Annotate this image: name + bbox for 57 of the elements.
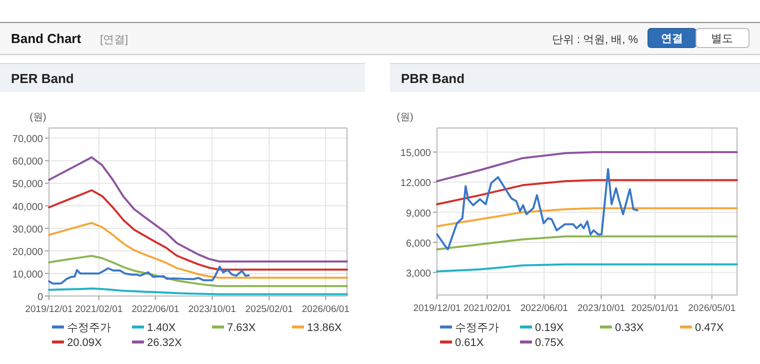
legend-label: 26.32X <box>147 337 183 349</box>
line-series <box>48 156 348 262</box>
x-tick-label: 2022/06/01 <box>132 304 180 315</box>
y-tick-label: 30,000 <box>12 224 44 236</box>
y-tick-label: 12,000 <box>400 178 432 190</box>
x-tick-label: 2025/01/01 <box>631 303 679 314</box>
line-series <box>436 235 738 250</box>
x-tick-label: 2023/10/01 <box>577 303 626 314</box>
y-tick-label: 3,000 <box>406 268 432 280</box>
x-tick-label: 2021/02/01 <box>463 303 511 314</box>
legend-label: 수정주가 <box>455 322 499 334</box>
x-tick-label: 2026/05/01 <box>688 303 736 314</box>
y-tick-label: 10,000 <box>12 269 44 280</box>
line-series <box>48 254 348 288</box>
line-series <box>436 179 738 206</box>
line-series <box>48 189 348 271</box>
line-series <box>436 207 738 228</box>
y-tick-label: 9,000 <box>406 208 432 220</box>
x-tick-label: 2026/06/01 <box>302 304 350 315</box>
y-tick-label: 6,000 <box>406 238 432 250</box>
line-series <box>436 151 738 182</box>
legend-label: 1.40X <box>147 322 176 334</box>
line-series <box>436 263 738 272</box>
y-axis-title: (원) <box>30 112 46 123</box>
chart-title: PER Band <box>11 71 74 86</box>
text: [연결] <box>100 34 128 46</box>
y-tick-label: 20,000 <box>12 246 44 258</box>
text: Band Chart <box>11 31 82 46</box>
legend-label: 0.47X <box>695 322 724 334</box>
text: 연결 <box>661 33 683 45</box>
y-tick-label: 15,000 <box>400 148 432 160</box>
legend-label: 0.61X <box>455 337 484 349</box>
legend-label: 0.33X <box>615 322 644 334</box>
x-tick-label: 2019/12/01 <box>413 303 461 314</box>
legend-label: 20.09X <box>67 337 103 349</box>
legend-label: 수정주가 <box>67 322 111 334</box>
legend-label: 0.19X <box>535 322 564 334</box>
y-axis-title: (원) <box>396 112 414 123</box>
y-tick-label: 50,000 <box>12 179 44 190</box>
text: 별도 <box>711 33 733 45</box>
x-tick-label: 2023/10/01 <box>188 304 236 315</box>
line-series <box>48 266 250 285</box>
y-tick-label: 0 <box>37 292 44 303</box>
x-tick-label: 2025/02/01 <box>245 304 293 315</box>
y-tick-label: 40,000 <box>12 202 44 213</box>
line-series <box>48 222 348 279</box>
legend-label: 13.86X <box>307 322 343 334</box>
legend-label: 0.75X <box>535 337 564 349</box>
legend-label: 7.63X <box>227 322 256 334</box>
x-tick-label: 2022/06/01 <box>520 303 568 314</box>
y-tick-label: 60,000 <box>12 156 44 168</box>
x-tick-label: 2021/02/01 <box>75 304 123 315</box>
text: 단위 : 억원, 배, % <box>552 34 638 46</box>
y-tick-label: 70,000 <box>12 134 44 146</box>
line-series <box>436 168 638 250</box>
x-tick-label: 2019/12/01 <box>25 304 73 315</box>
chart-title: PBR Band <box>401 71 465 86</box>
